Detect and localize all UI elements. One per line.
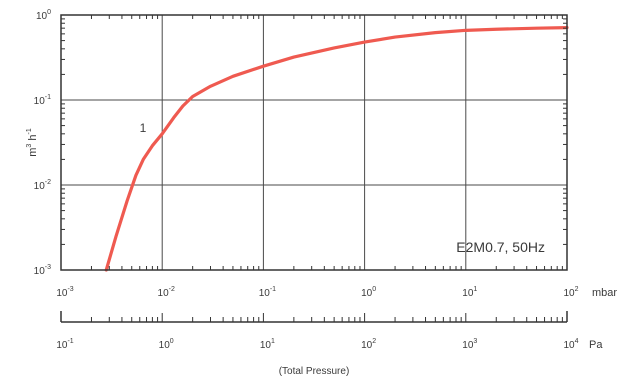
secondary-tick-label: 104 [563,338,578,351]
x-unit-label: mbar [592,287,617,299]
y-tick-label: 10-2 [34,179,51,192]
secondary-tick-label: 103 [462,338,477,351]
x-tick-label: 100 [361,286,376,299]
y-tick-label: 100 [36,9,51,22]
plot-border [60,14,568,271]
series-line [104,26,569,272]
grid-lines [61,15,567,270]
secondary-tick-label: 10-1 [56,338,73,351]
chart-annotation: E2M0.7, 50Hz [456,239,545,255]
secondary-tick-label: 100 [159,338,174,351]
y-tick-label: 10-3 [34,264,51,277]
x-tick-label: 102 [563,286,578,299]
label-layer: 10-3 10-2 10-1 100 101 102 mbar 10-3 10-2 10-1 100… [26,9,617,377]
x-axis-title: (Total Pressure) [279,366,350,377]
secondary-tick-label: 102 [361,338,376,351]
plot-frame [60,14,568,323]
secondary-unit-label: Pa [589,339,603,351]
series-layer [104,26,569,272]
y-tick-label: 10-1 [34,94,51,107]
x-tick-label: 101 [462,286,477,299]
x-tick-label: 10-3 [56,286,73,299]
x-tick-label: 10-2 [158,286,175,299]
x-tick-label: 10-1 [259,286,276,299]
series-label: 1 [140,121,147,135]
secondary-tick-label: 101 [260,338,275,351]
y-axis-label: m3 h-1 [26,128,39,157]
